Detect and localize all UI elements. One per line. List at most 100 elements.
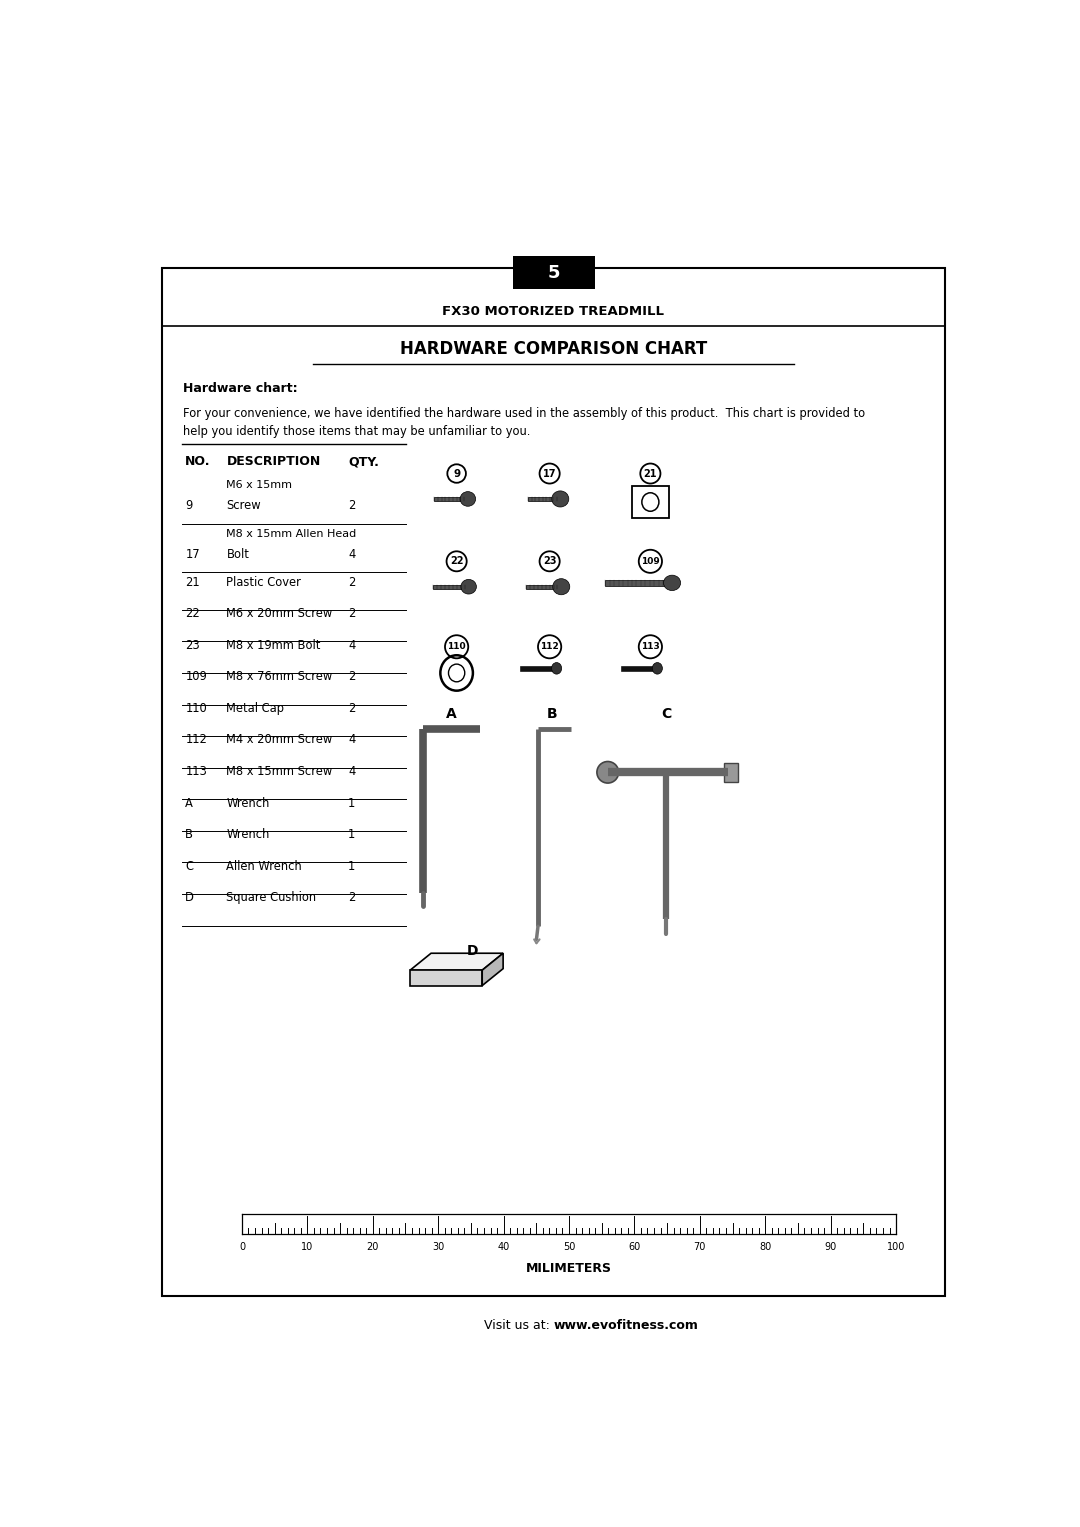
Text: HARDWARE COMPARISON CHART: HARDWARE COMPARISON CHART bbox=[400, 341, 707, 357]
Text: 17: 17 bbox=[186, 548, 200, 560]
Text: Plastic Cover: Plastic Cover bbox=[227, 576, 301, 588]
Text: 100: 100 bbox=[887, 1241, 905, 1252]
Polygon shape bbox=[606, 580, 672, 586]
Text: For your convenience, we have identified the hardware used in the assembly of th: For your convenience, we have identified… bbox=[183, 408, 865, 420]
Text: D: D bbox=[467, 944, 477, 957]
Text: M4 x 20mm Screw: M4 x 20mm Screw bbox=[227, 733, 333, 747]
Text: 2: 2 bbox=[348, 576, 355, 588]
Ellipse shape bbox=[552, 663, 562, 673]
Text: M8 x 19mm Bolt: M8 x 19mm Bolt bbox=[227, 638, 321, 652]
Text: Square Cushion: Square Cushion bbox=[227, 892, 316, 904]
Text: 9: 9 bbox=[454, 469, 460, 478]
Text: 2: 2 bbox=[348, 670, 355, 683]
Ellipse shape bbox=[652, 663, 662, 673]
Text: 10: 10 bbox=[301, 1241, 313, 1252]
Text: C: C bbox=[186, 860, 193, 873]
Text: Visit us at: www.evofitness.com: Visit us at: www.evofitness.com bbox=[455, 1319, 652, 1332]
Ellipse shape bbox=[460, 492, 475, 507]
Text: 80: 80 bbox=[759, 1241, 771, 1252]
Text: www.evofitness.com: www.evofitness.com bbox=[554, 1319, 699, 1332]
Text: 20: 20 bbox=[366, 1241, 379, 1252]
Text: M6 x 15mm: M6 x 15mm bbox=[227, 479, 293, 490]
Text: 4: 4 bbox=[348, 765, 355, 779]
Text: 22: 22 bbox=[186, 608, 200, 620]
Text: 113: 113 bbox=[186, 765, 207, 779]
Text: FX30 MOTORIZED TREADMILL: FX30 MOTORIZED TREADMILL bbox=[443, 305, 664, 318]
Text: QTY.: QTY. bbox=[348, 455, 379, 469]
FancyBboxPatch shape bbox=[724, 764, 738, 782]
Text: 113: 113 bbox=[642, 643, 660, 652]
Text: 22: 22 bbox=[450, 556, 463, 567]
Ellipse shape bbox=[553, 579, 570, 596]
FancyBboxPatch shape bbox=[513, 257, 595, 289]
Text: 21: 21 bbox=[644, 469, 657, 478]
FancyBboxPatch shape bbox=[632, 486, 669, 518]
Text: 4: 4 bbox=[348, 733, 355, 747]
Text: 9: 9 bbox=[186, 499, 192, 513]
Text: 2: 2 bbox=[348, 499, 355, 513]
Text: 90: 90 bbox=[824, 1241, 837, 1252]
Text: 1: 1 bbox=[348, 828, 355, 841]
Text: 0: 0 bbox=[239, 1241, 245, 1252]
Text: 1: 1 bbox=[348, 797, 355, 809]
Ellipse shape bbox=[461, 579, 476, 594]
Text: Allen Wrench: Allen Wrench bbox=[227, 860, 302, 873]
Text: 21: 21 bbox=[186, 576, 200, 588]
Text: 2: 2 bbox=[348, 702, 355, 715]
Text: MILIMETERS: MILIMETERS bbox=[526, 1261, 612, 1275]
Polygon shape bbox=[526, 585, 562, 589]
Text: 60: 60 bbox=[629, 1241, 640, 1252]
Text: M8 x 76mm Screw: M8 x 76mm Screw bbox=[227, 670, 333, 683]
Ellipse shape bbox=[552, 490, 569, 507]
Text: 5: 5 bbox=[548, 264, 559, 281]
Text: 1: 1 bbox=[348, 860, 355, 873]
Text: 23: 23 bbox=[186, 638, 200, 652]
Polygon shape bbox=[433, 585, 469, 589]
Text: help you identify those items that may be unfamiliar to you.: help you identify those items that may b… bbox=[183, 425, 530, 438]
Text: Wrench: Wrench bbox=[227, 828, 270, 841]
Text: 2: 2 bbox=[348, 892, 355, 904]
Text: 17: 17 bbox=[543, 469, 556, 478]
Ellipse shape bbox=[663, 576, 680, 591]
Text: Visit us at:: Visit us at: bbox=[484, 1319, 554, 1332]
Text: Hardware chart:: Hardware chart: bbox=[183, 382, 298, 395]
Text: B: B bbox=[546, 707, 557, 721]
Text: 4: 4 bbox=[348, 638, 355, 652]
FancyBboxPatch shape bbox=[162, 267, 945, 1296]
Text: Bolt: Bolt bbox=[227, 548, 249, 560]
Text: 4: 4 bbox=[348, 548, 355, 560]
Circle shape bbox=[597, 762, 619, 783]
Text: B: B bbox=[186, 828, 193, 841]
Polygon shape bbox=[482, 953, 503, 985]
Text: A: A bbox=[186, 797, 193, 809]
Text: M8 x 15mm Allen Head: M8 x 15mm Allen Head bbox=[227, 528, 356, 539]
Text: 70: 70 bbox=[693, 1241, 706, 1252]
Text: 109: 109 bbox=[186, 670, 207, 683]
Text: Metal Cap: Metal Cap bbox=[227, 702, 284, 715]
Text: M6 x 20mm Screw: M6 x 20mm Screw bbox=[227, 608, 333, 620]
Polygon shape bbox=[521, 666, 556, 670]
Polygon shape bbox=[434, 496, 468, 501]
Text: C: C bbox=[661, 707, 671, 721]
Polygon shape bbox=[410, 970, 482, 985]
Text: M8 x 15mm Screw: M8 x 15mm Screw bbox=[227, 765, 333, 779]
Text: A: A bbox=[446, 707, 457, 721]
Polygon shape bbox=[621, 666, 658, 670]
Text: 2: 2 bbox=[348, 608, 355, 620]
Text: D: D bbox=[186, 892, 194, 904]
Text: 50: 50 bbox=[563, 1241, 576, 1252]
Text: 109: 109 bbox=[642, 557, 660, 567]
Text: 30: 30 bbox=[432, 1241, 444, 1252]
Polygon shape bbox=[528, 496, 561, 501]
Text: 112: 112 bbox=[186, 733, 207, 747]
Text: 110: 110 bbox=[447, 643, 465, 652]
Text: Wrench: Wrench bbox=[227, 797, 270, 809]
Text: 112: 112 bbox=[540, 643, 559, 652]
Text: 23: 23 bbox=[543, 556, 556, 567]
Text: 40: 40 bbox=[498, 1241, 510, 1252]
Text: 110: 110 bbox=[186, 702, 207, 715]
Text: NO.: NO. bbox=[186, 455, 211, 469]
Polygon shape bbox=[410, 953, 503, 970]
Text: Screw: Screw bbox=[227, 499, 261, 513]
Text: DESCRIPTION: DESCRIPTION bbox=[227, 455, 321, 469]
